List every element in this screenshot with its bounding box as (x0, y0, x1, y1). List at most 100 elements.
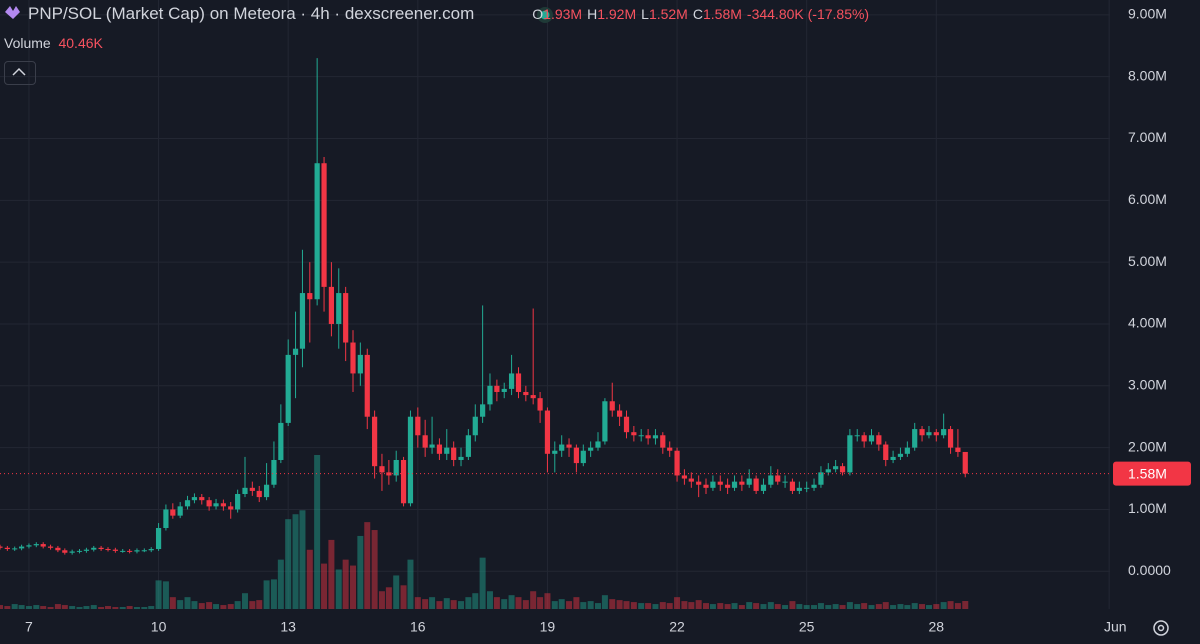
volume-bar (342, 559, 349, 609)
candle-body (811, 484, 817, 488)
volume-bar (220, 605, 227, 609)
volume-bar (551, 601, 558, 609)
candle-body (328, 286, 335, 324)
y-tick-label: 4.00M (1128, 315, 1167, 331)
candle-body (926, 432, 932, 436)
ohlc-value: 1.93M (543, 6, 583, 22)
candle-body (429, 444, 435, 448)
volume-bar (371, 530, 378, 609)
candle-body (83, 549, 90, 551)
volume-bar (47, 607, 54, 609)
volume-bar (652, 604, 659, 609)
y-tick-label: 1.00M (1128, 500, 1167, 516)
volume-bar (954, 603, 961, 609)
candle-body (760, 484, 767, 491)
chart-title: PNP/SOL (Market Cap) on Meteora · 4h · d… (28, 4, 475, 23)
ohlc-value: 1.58M (702, 6, 742, 22)
candle-body (912, 429, 918, 448)
candle-body (436, 444, 443, 454)
volume-bar (530, 591, 537, 609)
volume-bar (897, 604, 904, 609)
volume-bar (890, 605, 897, 609)
x-tick-label: 7 (25, 619, 33, 635)
volume-bar (306, 549, 313, 609)
volume-bar (285, 519, 292, 609)
volume-bar (558, 599, 565, 609)
volume-value: 40.46K (58, 35, 103, 51)
candle-body (55, 547, 61, 551)
candle-body (105, 549, 111, 551)
volume-bar (4, 606, 11, 609)
candle-body (400, 459, 407, 504)
candle-body (91, 547, 97, 550)
collapse-button[interactable] (4, 61, 36, 85)
volume-bar (609, 599, 616, 609)
candle-body (76, 550, 83, 552)
candle-body (623, 416, 630, 433)
volume-bar (11, 604, 18, 609)
candle-body (839, 466, 846, 473)
candle-body (472, 416, 478, 436)
volume-bar (335, 569, 342, 609)
volume-bar (738, 605, 745, 609)
candle-body (263, 484, 270, 498)
volume-legend: Volume 40.46K (4, 35, 103, 51)
volume-bar (0, 605, 3, 609)
candle-body (667, 447, 673, 451)
volume-bar (709, 604, 716, 609)
candle-body (141, 550, 147, 552)
volume-bar (882, 602, 889, 609)
candle-body (530, 395, 536, 399)
candle-body (768, 475, 774, 485)
candle-body (609, 401, 615, 411)
candle-body (155, 528, 162, 550)
volume-bar (40, 606, 47, 609)
volume-bar (573, 597, 580, 609)
volume-bar (811, 605, 818, 609)
candle-body (703, 484, 709, 488)
settings-icon[interactable] (1153, 620, 1169, 636)
volume-bar (789, 601, 796, 609)
candle-body (343, 293, 349, 343)
candle-body (357, 354, 363, 374)
volume-bar (357, 535, 364, 609)
volume-bar (385, 587, 392, 609)
candle-body (933, 432, 939, 436)
volume-bar (911, 603, 918, 609)
ohlc-value: 1.52M (648, 6, 688, 22)
candle-body (696, 481, 702, 485)
candle-body (782, 481, 788, 483)
volume-bar (839, 605, 846, 609)
candle-body (515, 373, 522, 392)
candle-body (69, 551, 75, 553)
grid (0, 0, 1110, 609)
candle-body (854, 435, 860, 437)
y-tick-label: 7.00M (1128, 129, 1167, 145)
volume-bar (681, 601, 688, 609)
candle-body (191, 497, 198, 501)
volume-bar (861, 603, 868, 609)
volume-bar (601, 595, 608, 609)
volume-bar (472, 593, 479, 609)
volume-bar (868, 605, 875, 609)
candle-body (480, 404, 486, 417)
candle-body (544, 410, 551, 454)
x-tick-label: 25 (799, 619, 815, 635)
ohlc-key: O (532, 6, 544, 22)
volume-bar (256, 600, 263, 609)
candle-body (919, 429, 925, 436)
candle-body (890, 456, 896, 460)
volume-bar (688, 602, 695, 609)
volume-bar (760, 604, 767, 609)
volume-bar (227, 604, 234, 609)
volume-bar (919, 604, 926, 609)
y-tick-label: 8.00M (1128, 67, 1167, 83)
candle-body (552, 450, 558, 454)
volume-bar (638, 603, 645, 609)
volume-bar (746, 602, 753, 609)
volume-layer (0, 455, 969, 609)
volume-bar (515, 597, 522, 609)
x-tick-label: 16 (410, 619, 426, 635)
volume-bar (292, 514, 299, 609)
